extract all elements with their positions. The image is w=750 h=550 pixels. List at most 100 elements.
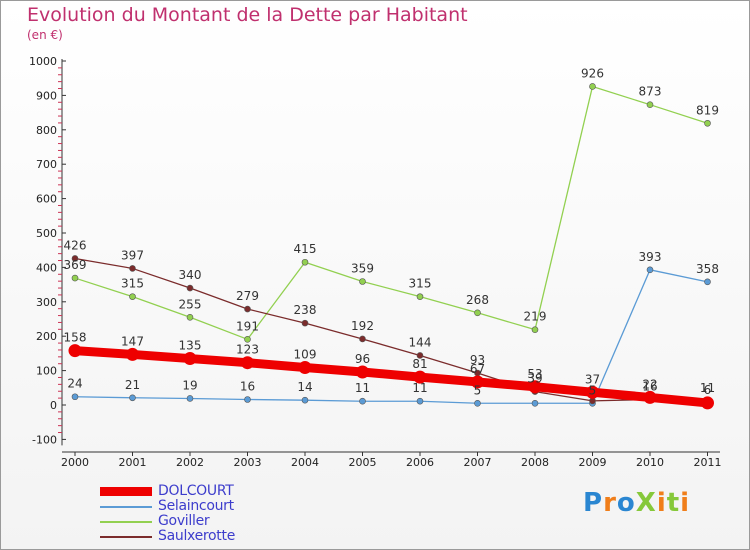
data-label-dolcourt: 123 bbox=[236, 343, 259, 357]
data-label-selaincourt: 16 bbox=[240, 379, 255, 393]
x-tick-label: 2010 bbox=[636, 456, 664, 469]
data-point-saulxerotte bbox=[71, 255, 79, 262]
y-tick-label: -100 bbox=[32, 433, 57, 446]
data-label-dolcourt: 147 bbox=[121, 334, 144, 348]
x-tick-label: 2007 bbox=[464, 456, 492, 469]
data-point-dolcourt bbox=[413, 370, 427, 384]
data-label-dolcourt: 53 bbox=[527, 367, 542, 381]
x-tick-label: 2009 bbox=[579, 456, 607, 469]
data-point-selaincourt bbox=[301, 396, 309, 404]
data-label-selaincourt: 21 bbox=[125, 378, 140, 392]
data-point-dolcourt bbox=[356, 365, 369, 379]
x-tick-label: 2003 bbox=[234, 456, 262, 469]
data-point-selaincourt bbox=[186, 395, 194, 402]
y-tick-label: 100 bbox=[36, 365, 57, 378]
data-point-goviller bbox=[301, 258, 309, 266]
legend: DOLCOURT Selaincourt Goviller Saulxerotte bbox=[100, 484, 235, 544]
x-tick-label: 2004 bbox=[291, 456, 319, 469]
data-point-goviller bbox=[416, 293, 424, 300]
legend-item-goviller: Goviller bbox=[100, 514, 235, 529]
data-point-saulxerotte bbox=[186, 284, 194, 292]
legend-item-saulxerotte: Saulxerotte bbox=[100, 529, 235, 544]
data-label-selaincourt: 11 bbox=[355, 381, 370, 395]
data-label-selaincourt: 358 bbox=[696, 262, 719, 276]
legend-swatch bbox=[100, 535, 152, 538]
legend-label: DOLCOURT bbox=[158, 483, 234, 499]
data-point-selaincourt bbox=[646, 266, 654, 274]
y-tick-label: 800 bbox=[36, 124, 57, 137]
data-label-dolcourt: 6 bbox=[704, 383, 712, 397]
legend-swatch bbox=[100, 487, 152, 496]
legend-label: Goviller bbox=[158, 513, 210, 529]
data-point-dolcourt bbox=[126, 347, 139, 361]
y-tick-label: 0 bbox=[50, 399, 57, 412]
data-point-selaincourt bbox=[71, 393, 79, 401]
data-label-saulxerotte: 93 bbox=[470, 353, 485, 367]
data-label-saulxerotte: 340 bbox=[179, 268, 202, 282]
data-label-goviller: 873 bbox=[639, 85, 662, 99]
data-point-goviller bbox=[589, 83, 596, 90]
chart-title: Evolution du Montant de la Dette par Hab… bbox=[27, 4, 468, 26]
data-point-goviller bbox=[186, 313, 194, 321]
data-label-saulxerotte: 426 bbox=[64, 238, 87, 252]
y-tick-label: 1000 bbox=[29, 55, 57, 68]
series-line-dolcourt bbox=[70, 346, 712, 408]
y-tick-label: 700 bbox=[36, 158, 57, 171]
x-tick-label: 2008 bbox=[521, 456, 549, 469]
data-point-selaincourt bbox=[129, 394, 136, 402]
data-point-saulxerotte bbox=[301, 319, 309, 327]
data-label-goviller: 359 bbox=[351, 262, 374, 276]
data-point-dolcourt bbox=[528, 380, 542, 394]
data-point-selaincourt bbox=[474, 399, 481, 407]
data-point-selaincourt bbox=[359, 397, 366, 405]
x-tick-label: 2006 bbox=[406, 456, 434, 469]
data-label-saulxerotte: 144 bbox=[409, 335, 432, 349]
data-label-dolcourt: 109 bbox=[294, 348, 317, 362]
data-point-selaincourt bbox=[244, 396, 251, 403]
data-label-dolcourt: 67 bbox=[470, 362, 485, 376]
data-point-saulxerotte bbox=[129, 265, 136, 272]
data-point-goviller bbox=[71, 274, 79, 282]
legend-label: Saulxerotte bbox=[158, 528, 236, 544]
data-point-dolcourt bbox=[298, 361, 312, 375]
data-label-goviller: 415 bbox=[294, 242, 317, 256]
data-label-saulxerotte: 11 bbox=[700, 381, 715, 395]
series-line-saulxerotte bbox=[74, 257, 709, 402]
chart-subtitle: (en €) bbox=[27, 28, 63, 42]
data-label-goviller: 255 bbox=[179, 297, 202, 311]
data-label-dolcourt: 96 bbox=[355, 352, 370, 366]
y-tick-label: 200 bbox=[36, 330, 57, 343]
data-point-dolcourt bbox=[471, 375, 484, 389]
data-point-dolcourt bbox=[241, 356, 254, 370]
data-point-dolcourt bbox=[701, 396, 714, 410]
data-point-dolcourt bbox=[68, 344, 82, 358]
x-tick-label: 2005 bbox=[349, 456, 377, 469]
y-tick-label: 900 bbox=[36, 89, 57, 102]
data-label-dolcourt: 37 bbox=[585, 372, 600, 386]
data-label-goviller: 926 bbox=[581, 66, 604, 80]
data-label-saulxerotte: 397 bbox=[121, 248, 144, 262]
data-label-selaincourt: 14 bbox=[297, 380, 312, 394]
series-line-selaincourt bbox=[74, 269, 709, 404]
data-point-saulxerotte bbox=[359, 335, 366, 343]
proxiti-logo: ProXiti bbox=[583, 488, 691, 518]
data-point-dolcourt bbox=[643, 390, 657, 404]
data-point-goviller bbox=[646, 101, 654, 108]
data-label-selaincourt: 393 bbox=[639, 250, 662, 264]
legend-swatch bbox=[100, 520, 152, 523]
legend-label: Selaincourt bbox=[158, 498, 234, 514]
data-point-dolcourt bbox=[586, 385, 599, 399]
data-point-goviller bbox=[474, 309, 481, 317]
data-label-goviller: 819 bbox=[696, 103, 719, 117]
data-point-goviller bbox=[531, 326, 539, 333]
data-label-selaincourt: 5 bbox=[589, 383, 597, 397]
y-tick-label: 500 bbox=[36, 227, 57, 240]
data-label-saulxerotte: 279 bbox=[236, 289, 259, 303]
data-point-selaincourt bbox=[531, 399, 539, 407]
x-tick-label: 2002 bbox=[176, 456, 204, 469]
data-label-dolcourt: 158 bbox=[64, 331, 87, 345]
y-tick-label: 300 bbox=[36, 296, 57, 309]
data-point-goviller bbox=[704, 119, 711, 127]
data-label-goviller: 315 bbox=[409, 277, 432, 291]
